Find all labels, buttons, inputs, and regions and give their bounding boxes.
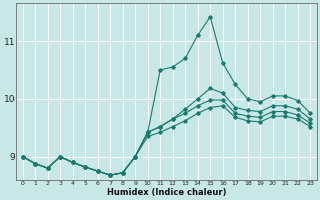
X-axis label: Humidex (Indice chaleur): Humidex (Indice chaleur): [107, 188, 226, 197]
